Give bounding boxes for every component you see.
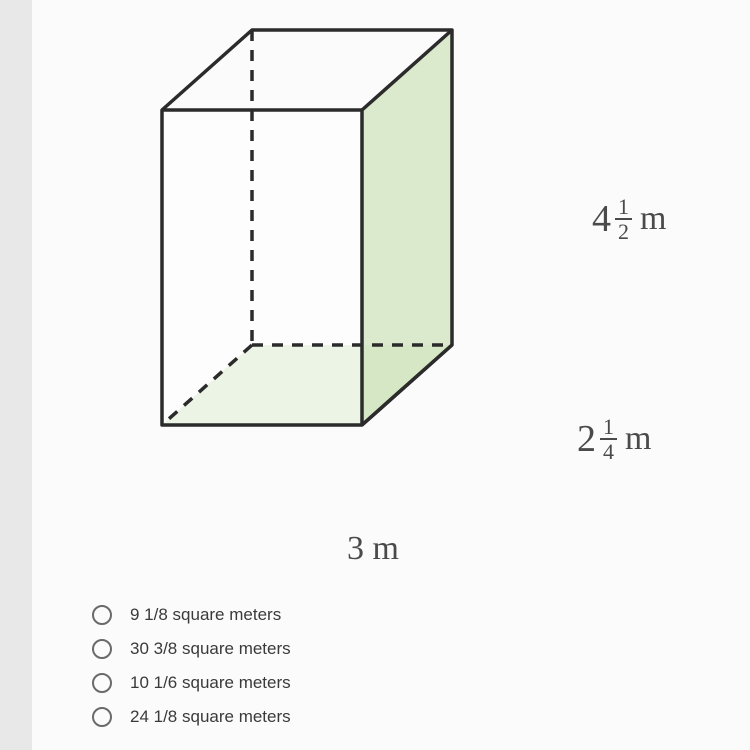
option-label: 30 3/8 square meters <box>130 639 291 659</box>
prism-svg <box>152 20 472 460</box>
radio-icon[interactable] <box>92 605 112 625</box>
depth-fraction: 1 4 <box>600 415 617 463</box>
radio-icon[interactable] <box>92 707 112 727</box>
radio-icon[interactable] <box>92 639 112 659</box>
option-c[interactable]: 10 1/6 square meters <box>92 673 291 693</box>
option-label: 24 1/8 square meters <box>130 707 291 727</box>
radio-icon[interactable] <box>92 673 112 693</box>
height-whole: 4 <box>592 200 615 238</box>
depth-whole: 2 <box>577 420 600 458</box>
prism-diagram: 4 1 2 m 2 1 4 m 3 m <box>152 20 572 580</box>
width-label: 3 m <box>347 530 399 568</box>
option-d[interactable]: 24 1/8 square meters <box>92 707 291 727</box>
option-label: 10 1/6 square meters <box>130 673 291 693</box>
answer-options: 9 1/8 square meters 30 3/8 square meters… <box>92 605 291 727</box>
option-a[interactable]: 9 1/8 square meters <box>92 605 291 625</box>
depth-label: 2 1 4 m <box>577 415 651 463</box>
height-label: 4 1 2 m <box>592 195 666 243</box>
option-label: 9 1/8 square meters <box>130 605 281 625</box>
content-area: 4 1 2 m 2 1 4 m 3 m <box>32 0 750 750</box>
height-fraction: 1 2 <box>615 195 632 243</box>
option-b[interactable]: 30 3/8 square meters <box>92 639 291 659</box>
front-face <box>162 110 362 425</box>
